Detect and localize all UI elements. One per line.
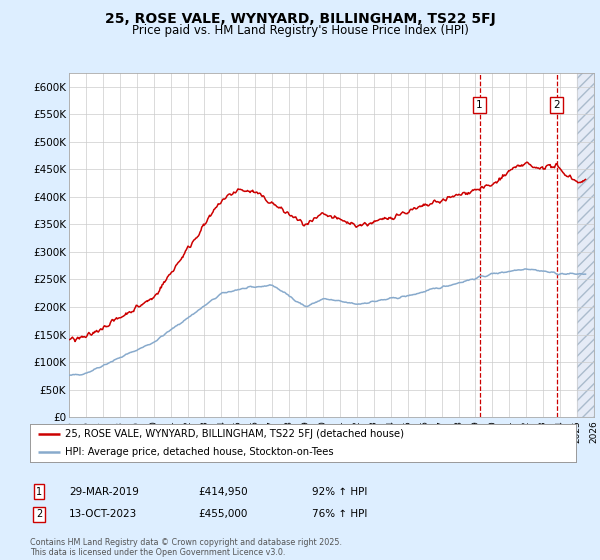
Text: Contains HM Land Registry data © Crown copyright and database right 2025.
This d: Contains HM Land Registry data © Crown c… [30,538,342,557]
Text: 13-OCT-2023: 13-OCT-2023 [69,509,137,519]
Text: 25, ROSE VALE, WYNYARD, BILLINGHAM, TS22 5FJ (detached house): 25, ROSE VALE, WYNYARD, BILLINGHAM, TS22… [65,429,404,439]
Text: 25, ROSE VALE, WYNYARD, BILLINGHAM, TS22 5FJ: 25, ROSE VALE, WYNYARD, BILLINGHAM, TS22… [104,12,496,26]
Text: 1: 1 [476,100,483,110]
Bar [577,73,594,417]
Text: 76% ↑ HPI: 76% ↑ HPI [312,509,367,519]
Text: Price paid vs. HM Land Registry's House Price Index (HPI): Price paid vs. HM Land Registry's House … [131,24,469,36]
Text: HPI: Average price, detached house, Stockton-on-Tees: HPI: Average price, detached house, Stoc… [65,447,334,457]
Text: £455,000: £455,000 [198,509,247,519]
Text: 2: 2 [36,509,42,519]
Bar [577,73,594,417]
Text: £414,950: £414,950 [198,487,248,497]
Text: 29-MAR-2019: 29-MAR-2019 [69,487,139,497]
Text: 1: 1 [36,487,42,497]
Text: 2: 2 [553,100,560,110]
Text: 92% ↑ HPI: 92% ↑ HPI [312,487,367,497]
